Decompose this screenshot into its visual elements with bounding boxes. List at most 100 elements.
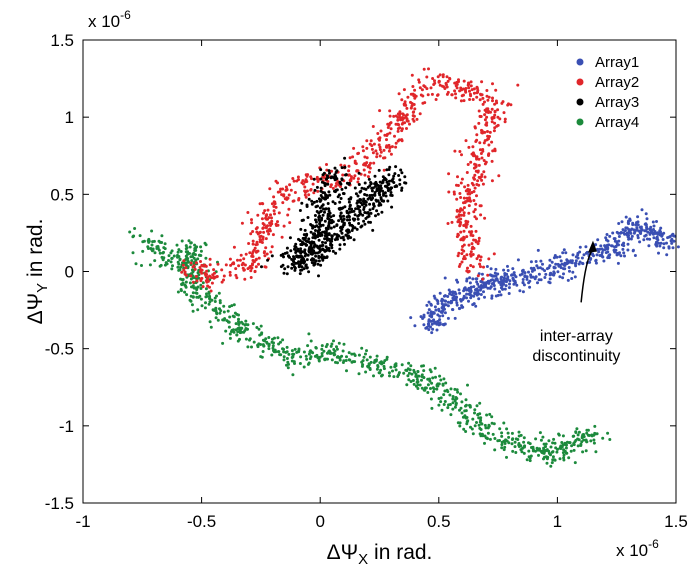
data-point-array4 — [237, 323, 241, 326]
data-point-array2 — [259, 234, 263, 238]
data-point-array2 — [212, 276, 216, 280]
data-point-array2 — [270, 202, 274, 206]
data-point-array4 — [412, 368, 416, 372]
data-point-array2 — [469, 250, 473, 254]
data-point-array4 — [351, 360, 355, 364]
data-point-array4 — [199, 297, 203, 301]
y-tick-label: 1 — [65, 108, 74, 127]
data-point-array2 — [396, 118, 400, 122]
data-point-array2 — [389, 127, 393, 131]
data-point-array2 — [361, 149, 365, 153]
data-point-array4 — [544, 455, 548, 459]
data-point-array1 — [562, 272, 565, 276]
data-point-array3 — [367, 214, 371, 218]
data-point-array2 — [304, 178, 308, 182]
data-point-array4 — [368, 355, 372, 359]
data-point-array1 — [472, 285, 476, 289]
data-point-array3 — [300, 219, 304, 222]
data-point-array1 — [618, 251, 621, 255]
data-point-array2 — [491, 99, 494, 103]
data-point-array4 — [153, 251, 157, 255]
data-point-array2 — [372, 161, 376, 165]
data-point-array4 — [297, 347, 301, 351]
data-point-array2 — [491, 96, 494, 100]
data-point-array2 — [303, 193, 307, 197]
data-point-array4 — [176, 250, 180, 254]
data-point-array4 — [592, 438, 596, 442]
data-point-array4 — [287, 352, 291, 356]
data-point-array1 — [472, 294, 476, 298]
data-point-array3 — [331, 200, 335, 204]
data-point-array4 — [240, 330, 244, 334]
data-point-array1 — [636, 234, 640, 237]
data-point-array2 — [467, 145, 471, 149]
data-point-array4 — [406, 374, 410, 378]
data-point-array2 — [459, 230, 463, 234]
data-point-array1 — [422, 313, 426, 317]
data-point-array1 — [537, 278, 541, 282]
data-point-array3 — [316, 245, 320, 249]
data-point-array2 — [477, 109, 481, 113]
data-point-array4 — [464, 403, 468, 407]
data-point-array1 — [554, 262, 558, 266]
data-point-array4 — [141, 240, 145, 244]
data-point-array4 — [361, 359, 365, 363]
data-point-array1 — [655, 220, 658, 223]
data-point-array4 — [264, 337, 268, 341]
data-point-array4 — [430, 381, 434, 385]
data-point-array1 — [634, 223, 638, 227]
data-point-array3 — [331, 249, 335, 253]
data-point-array4 — [483, 441, 486, 445]
data-point-array4 — [187, 239, 191, 243]
data-point-array3 — [340, 166, 344, 170]
data-point-array4 — [519, 433, 523, 437]
data-point-array2 — [347, 169, 351, 173]
data-point-array4 — [576, 433, 580, 437]
data-point-array4 — [208, 300, 212, 304]
data-point-array3 — [334, 170, 338, 174]
y-tick-label: 1.5 — [50, 31, 74, 50]
annotation-arrowhead — [587, 240, 597, 253]
data-point-array3 — [346, 235, 350, 239]
data-point-array3 — [292, 260, 296, 264]
data-point-array4 — [293, 362, 296, 365]
data-point-array4 — [228, 315, 232, 319]
data-point-array1 — [644, 212, 648, 216]
data-point-array4 — [204, 301, 207, 305]
data-point-array1 — [468, 281, 472, 285]
data-point-array2 — [271, 233, 275, 237]
data-point-array4 — [237, 313, 240, 317]
data-point-array3 — [368, 208, 372, 212]
data-point-array3 — [324, 241, 327, 245]
data-point-array3 — [312, 251, 316, 254]
data-point-array2 — [447, 190, 451, 194]
data-point-array3 — [354, 207, 358, 211]
data-point-array2 — [365, 161, 369, 165]
data-point-array1 — [490, 294, 494, 298]
data-point-array4 — [493, 437, 497, 440]
data-point-array3 — [302, 237, 306, 241]
data-point-array2 — [180, 270, 184, 274]
data-point-array1 — [635, 221, 638, 225]
data-point-array2 — [371, 125, 375, 128]
data-point-array4 — [464, 430, 468, 433]
data-point-array2 — [466, 163, 470, 166]
data-point-array2 — [281, 187, 285, 191]
data-point-array3 — [387, 179, 391, 183]
data-point-array2 — [472, 154, 475, 158]
data-point-array1 — [588, 260, 592, 264]
data-point-array2 — [486, 107, 490, 111]
data-point-array1 — [548, 273, 552, 277]
data-point-array4 — [194, 291, 198, 295]
data-point-array1 — [571, 253, 575, 257]
data-point-array4 — [208, 297, 211, 301]
data-point-array1 — [541, 262, 544, 266]
data-point-array2 — [352, 176, 356, 180]
data-point-array2 — [351, 155, 355, 159]
data-point-array4 — [397, 371, 401, 375]
annotation-arrow — [580, 250, 593, 303]
data-point-array2 — [490, 120, 494, 124]
data-point-array4 — [184, 244, 188, 248]
data-point-array4 — [453, 387, 457, 391]
data-point-array4 — [199, 245, 203, 249]
